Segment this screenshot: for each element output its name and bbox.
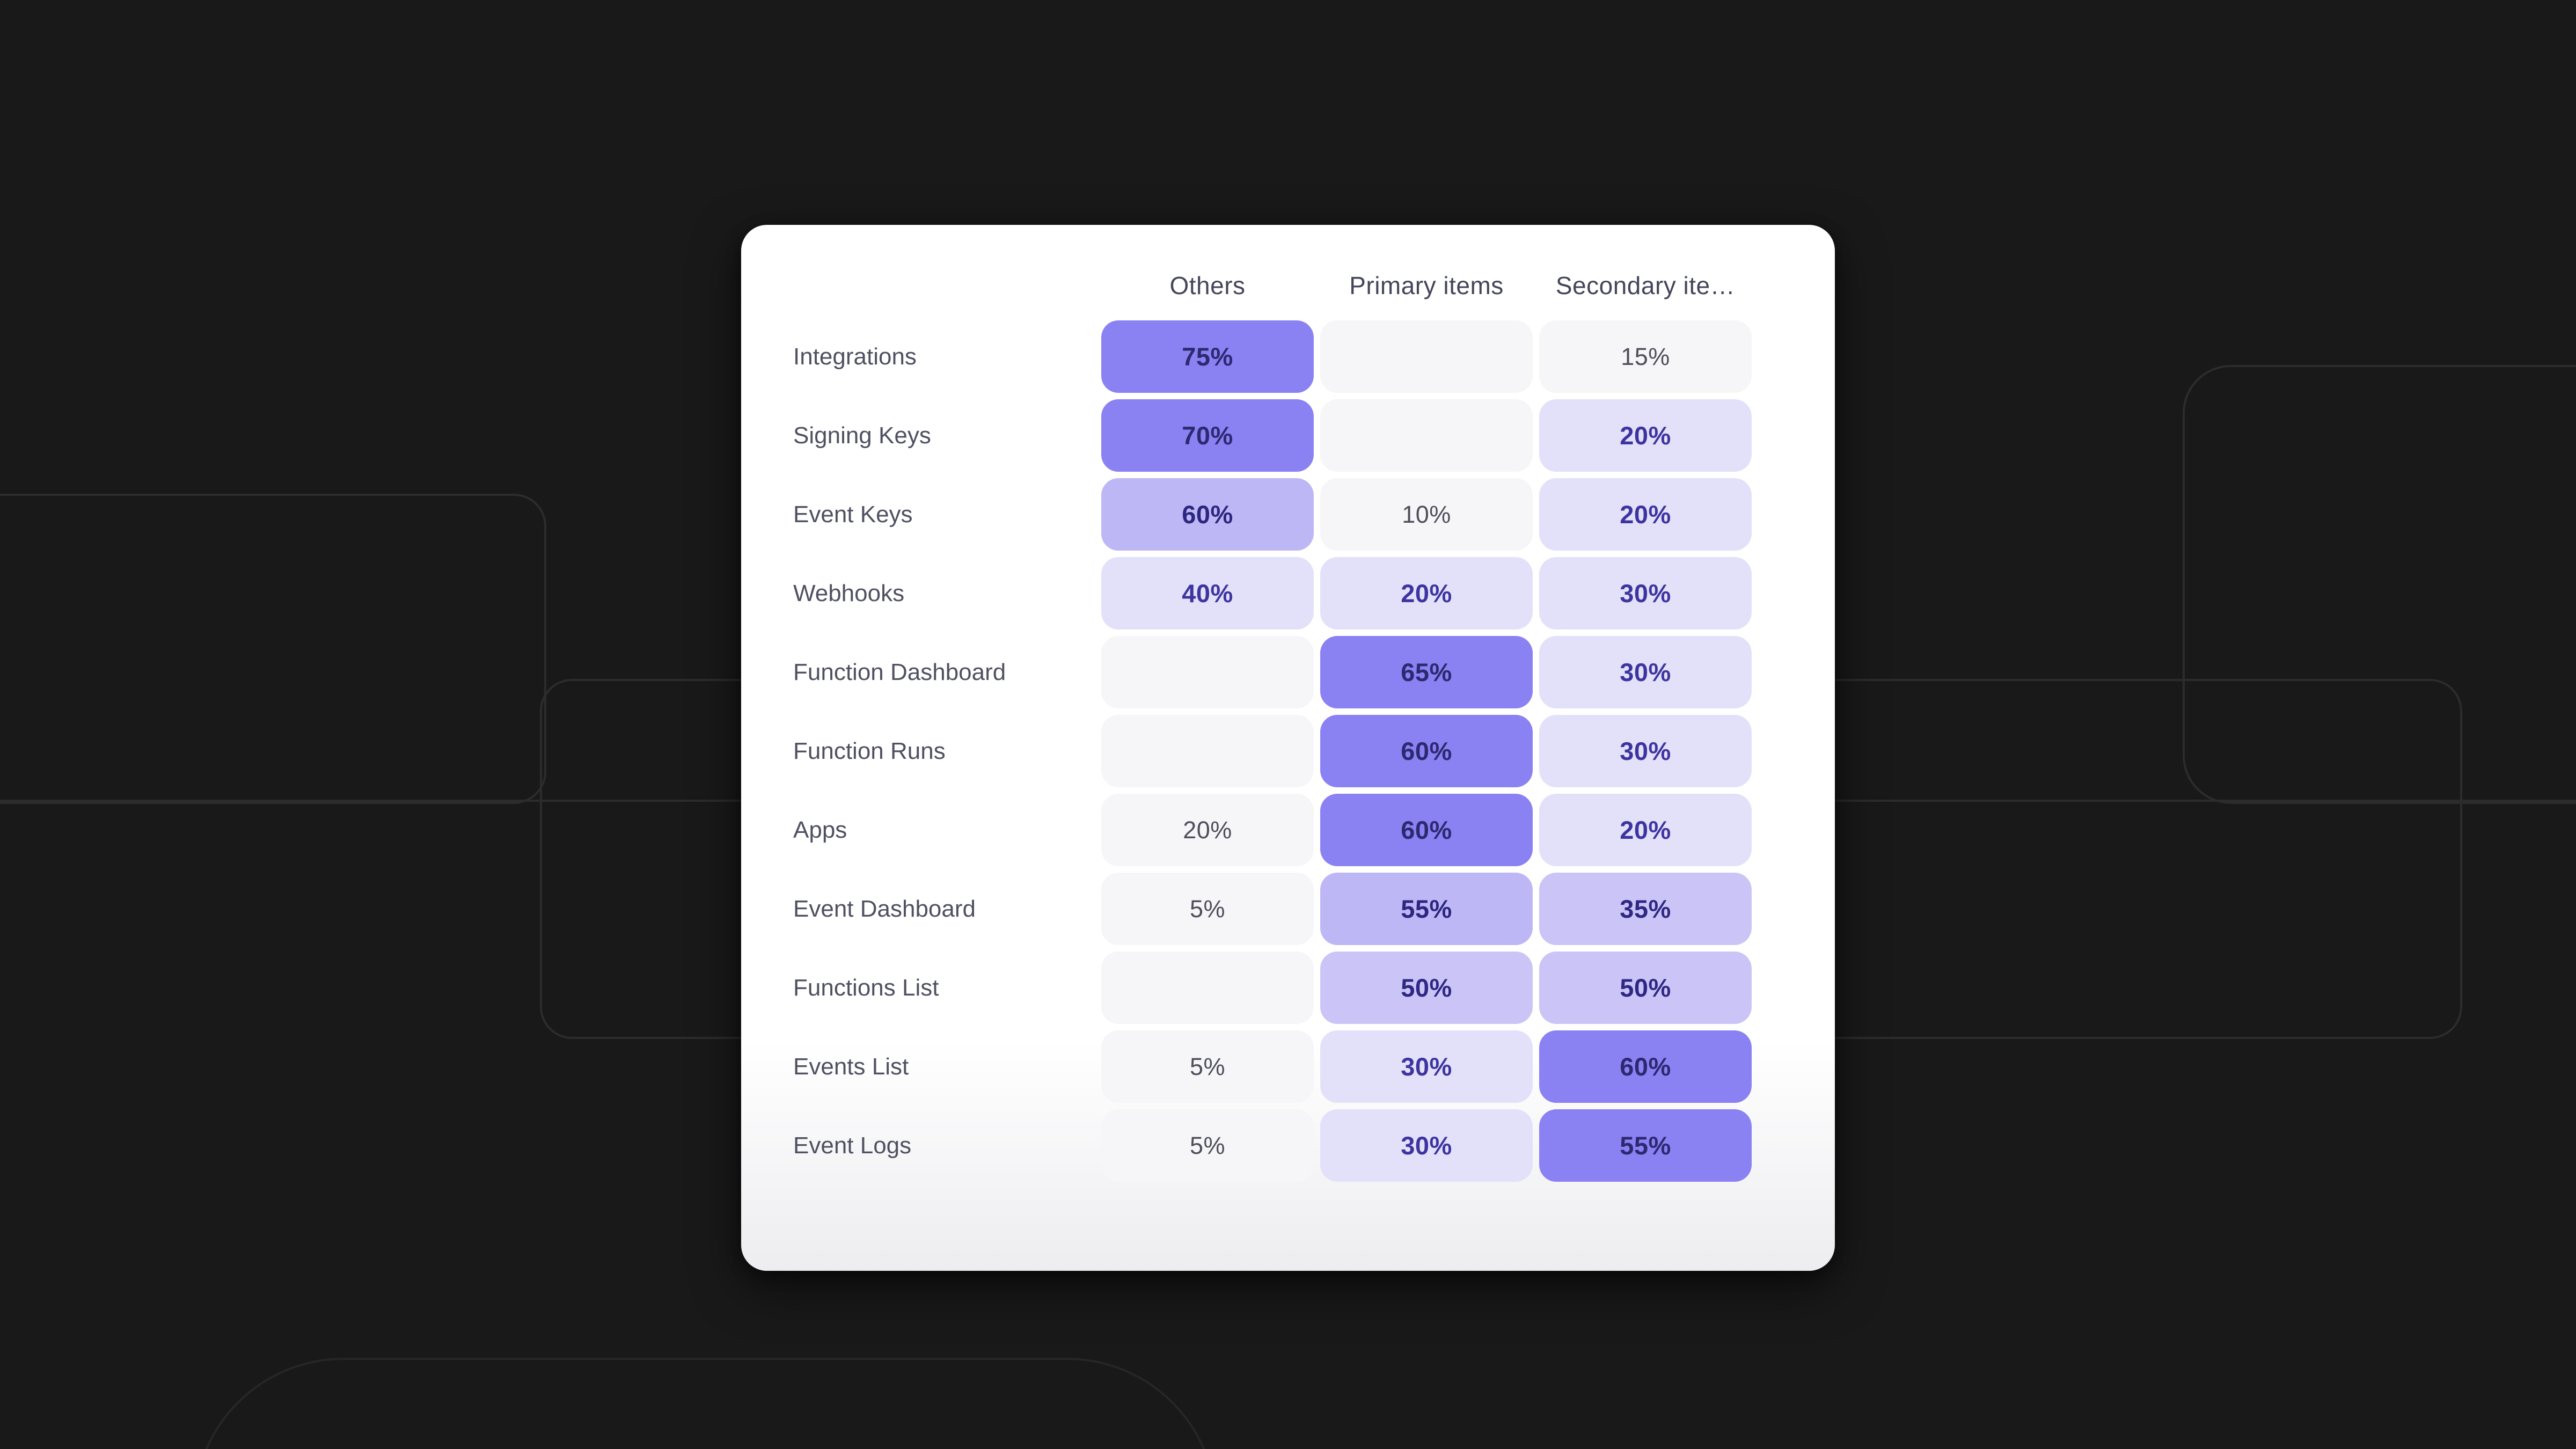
heatmap-cell[interactable]: 30%: [1539, 557, 1752, 630]
table-row: Signing Keys 70% 20%: [741, 399, 1835, 472]
heatmap-cell[interactable]: 20%: [1320, 557, 1533, 630]
row-label: Events List: [793, 1053, 909, 1080]
heatmap-card: Others Primary items Secondary ite… Inte…: [741, 225, 1835, 1271]
heatmap-cell[interactable]: 20%: [1539, 794, 1752, 866]
column-header-primary-items: Primary items: [1349, 272, 1504, 299]
heatmap-cell[interactable]: 65%: [1320, 636, 1533, 708]
heatmap-cell[interactable]: 15%: [1539, 320, 1752, 393]
heatmap-cell[interactable]: 60%: [1320, 715, 1533, 787]
heatmap-cell[interactable]: [1101, 952, 1314, 1024]
background-outline-rect-right: [2183, 365, 2576, 804]
heatmap-cell[interactable]: 35%: [1539, 873, 1752, 945]
heatmap-cell[interactable]: 5%: [1101, 873, 1314, 945]
heatmap-cell[interactable]: 55%: [1320, 873, 1533, 945]
table-row: Webhooks 40% 20% 30%: [741, 557, 1835, 630]
heatmap-cell[interactable]: [1320, 320, 1533, 393]
heatmap-cell[interactable]: 60%: [1539, 1030, 1752, 1103]
heatmap-cell[interactable]: 30%: [1539, 715, 1752, 787]
table-row: Event Dashboard 5% 55% 35%: [741, 873, 1835, 945]
row-label: Function Runs: [793, 737, 946, 764]
heatmap-header-row: Others Primary items Secondary ite…: [741, 251, 1835, 320]
table-row: Integrations 75% 15%: [741, 320, 1835, 393]
table-row: Apps 20% 60% 20%: [741, 794, 1835, 866]
heatmap-cell[interactable]: [1320, 399, 1533, 472]
heatmap-cell[interactable]: 50%: [1539, 952, 1752, 1024]
background-outline-rect-bottom-left: [193, 1358, 1217, 1449]
heatmap-cell[interactable]: 75%: [1101, 320, 1314, 393]
heatmap-cell[interactable]: 55%: [1539, 1109, 1752, 1182]
table-row: Event Logs 5% 30% 55%: [741, 1109, 1835, 1182]
row-label: Function Dashboard: [793, 658, 1006, 685]
row-label: Event Dashboard: [793, 895, 976, 922]
heatmap-table-body: Integrations 75% 15% Signing Keys 70% 20% …: [741, 320, 1835, 1182]
background-outline-rect-left: [0, 494, 546, 804]
heatmap-cell[interactable]: [1101, 715, 1314, 787]
table-row: Function Runs 60% 30%: [741, 715, 1835, 787]
row-label: Signing Keys: [793, 422, 931, 449]
table-row: Functions List 50% 50%: [741, 952, 1835, 1024]
heatmap-cell[interactable]: 30%: [1539, 636, 1752, 708]
heatmap-cell[interactable]: 60%: [1101, 478, 1314, 551]
row-label: Integrations: [793, 343, 917, 370]
heatmap-cell[interactable]: 30%: [1320, 1109, 1533, 1182]
table-row: Function Dashboard 65% 30%: [741, 636, 1835, 708]
table-row: Events List 5% 30% 60%: [741, 1030, 1835, 1103]
column-header-others: Others: [1169, 272, 1246, 299]
heatmap-cell[interactable]: 70%: [1101, 399, 1314, 472]
row-label: Webhooks: [793, 580, 905, 606]
table-row: Event Keys 60% 10% 20%: [741, 478, 1835, 551]
row-label: Apps: [793, 816, 847, 843]
heatmap-cell[interactable]: 5%: [1101, 1109, 1314, 1182]
heatmap-cell[interactable]: 50%: [1320, 952, 1533, 1024]
row-label: Functions List: [793, 974, 939, 1001]
heatmap-cell[interactable]: 20%: [1539, 399, 1752, 472]
heatmap-cell[interactable]: 20%: [1539, 478, 1752, 551]
heatmap-cell[interactable]: 30%: [1320, 1030, 1533, 1103]
heatmap-cell[interactable]: 60%: [1320, 794, 1533, 866]
heatmap-cell[interactable]: [1101, 636, 1314, 708]
heatmap-cell[interactable]: 20%: [1101, 794, 1314, 866]
heatmap-cell[interactable]: 10%: [1320, 478, 1533, 551]
heatmap-cell[interactable]: 40%: [1101, 557, 1314, 630]
column-header-secondary-items: Secondary ite…: [1555, 272, 1736, 299]
heatmap-cell[interactable]: 5%: [1101, 1030, 1314, 1103]
row-label: Event Logs: [793, 1132, 912, 1159]
row-label: Event Keys: [793, 501, 913, 528]
